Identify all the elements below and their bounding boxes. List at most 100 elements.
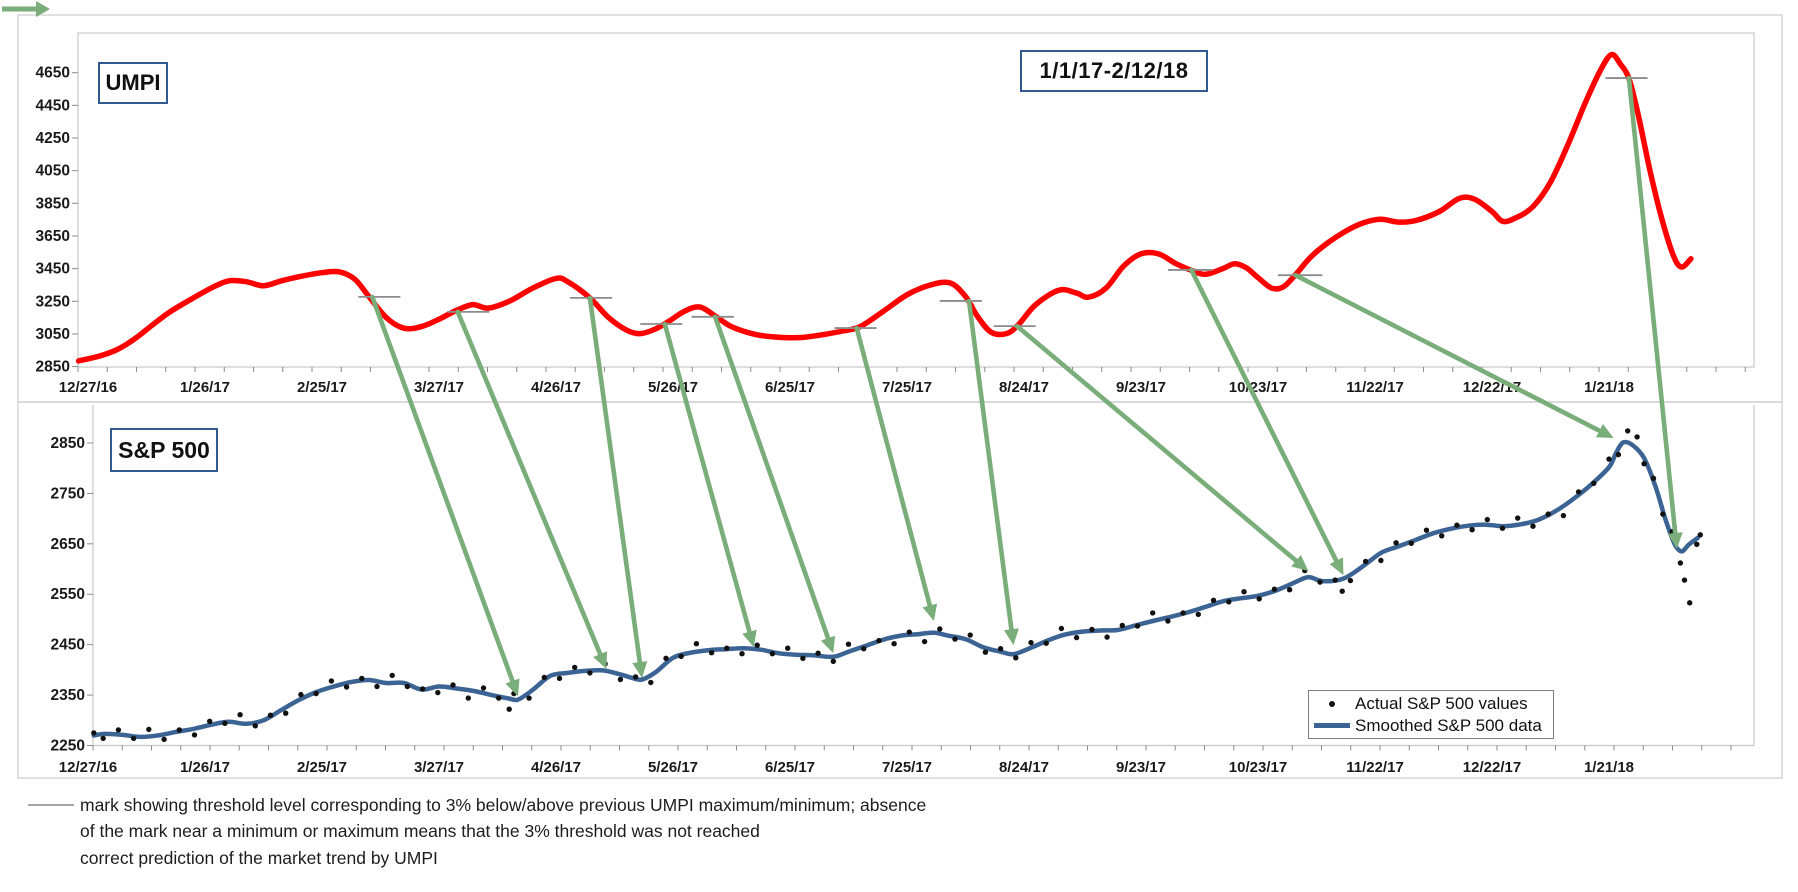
x-tick-label: 1/21/18 — [1584, 759, 1634, 776]
sp500-actual-dot — [1660, 511, 1666, 517]
x-tick-label: 5/26/17 — [648, 379, 698, 396]
sp500-actual-dot — [526, 695, 532, 701]
sp500-actual-dot — [115, 727, 122, 733]
sp500-actual-dot — [1677, 560, 1684, 566]
sp500-actual-dot — [724, 645, 730, 651]
x-tick-label: 12/27/16 — [59, 379, 117, 396]
sp500-actual-dot — [1423, 527, 1430, 533]
sp500-actual-dot — [1408, 540, 1415, 546]
sp500-actual-dot — [1591, 480, 1597, 486]
sp500-actual-dot — [1694, 541, 1700, 547]
sp500-actual-dot — [1028, 639, 1034, 646]
x-tick-label: 10/23/17 — [1229, 759, 1287, 776]
sp500-actual-dot — [815, 650, 821, 656]
sp500-actual-dot — [359, 675, 365, 682]
sp500-actual-dot — [982, 649, 989, 655]
sp500-actual-dot — [1339, 588, 1345, 594]
prediction-arrow — [854, 325, 933, 608]
x-tick-label: 7/25/17 — [882, 379, 932, 396]
sp500-actual-dot — [967, 632, 973, 638]
sp500-actual-dot — [328, 678, 335, 684]
y-tick-label: 3850 — [36, 195, 70, 212]
x-tick-label: 5/26/17 — [648, 759, 698, 776]
sp500-actual-dot — [1650, 475, 1657, 481]
sp500-actual-dot — [298, 691, 304, 698]
sp500-actual-dot — [921, 638, 928, 645]
x-tick-label: 7/25/17 — [882, 759, 932, 776]
sp500-actual-dot — [769, 651, 776, 657]
prediction-arrowhead — [922, 603, 938, 621]
sp500-actual-dot — [252, 723, 258, 729]
sp500-actual-dot — [1150, 610, 1156, 616]
sp500-actual-dot — [1317, 579, 1323, 585]
sp500-actual-dot — [267, 712, 274, 718]
prediction-arrowhead — [820, 635, 836, 654]
sp500-actual-dot — [1362, 558, 1369, 565]
sp500-actual-dot — [1241, 589, 1247, 595]
sp500-actual-dot — [100, 735, 106, 742]
prediction-arrowhead — [1291, 555, 1309, 572]
prediction-arrow — [455, 309, 603, 657]
y-tick-label: 2350 — [51, 687, 85, 704]
sp500-actual-dot — [1484, 516, 1491, 523]
x-tick-label: 1/21/18 — [1584, 379, 1634, 396]
sp500-legend: Actual S&P 500 values Smoothed S&P 500 d… — [1308, 690, 1554, 739]
legend-actual-label: Actual S&P 500 values — [1355, 693, 1528, 713]
threshold-mark-swatch-icon — [28, 804, 74, 806]
sp500-actual-dot — [313, 690, 319, 697]
x-tick-label: 11/22/17 — [1346, 379, 1404, 396]
x-tick-label: 2/25/17 — [297, 379, 347, 396]
x-tick-label: 4/26/17 — [531, 379, 581, 396]
x-tick-label: 1/26/17 — [180, 759, 230, 776]
prediction-arrow — [1014, 323, 1299, 564]
arrow-caption-line: correct prediction of the market trend b… — [80, 848, 438, 868]
date-range-box: 1/1/17-2/12/18 — [1020, 50, 1208, 92]
arrow-caption: correct prediction of the market trend b… — [80, 845, 438, 871]
sp500-actual-dot — [1226, 599, 1232, 605]
threshold-caption-line2: of the mark near a minimum or maximum me… — [80, 821, 760, 841]
sp500-actual-dot — [506, 706, 512, 712]
sp500-actual-dot — [648, 679, 654, 686]
umpi-chart-title-box: UMPI — [98, 62, 168, 104]
sp500-actual-dot — [480, 685, 487, 691]
sp500-actual-dot — [130, 735, 137, 742]
sp500-actual-dot — [1013, 655, 1019, 661]
sp500-actual-dot — [1625, 428, 1631, 434]
sp500-actual-dot — [632, 674, 639, 680]
sp500-actual-dot — [678, 653, 684, 659]
y-tick-label: 2550 — [51, 586, 85, 603]
y-tick-label: 4050 — [36, 163, 70, 180]
sp500-actual-dot — [708, 650, 715, 656]
y-tick-label: 2650 — [51, 536, 85, 553]
sp500-actual-dot — [1615, 451, 1622, 458]
sp500-actual-dot — [1560, 512, 1567, 519]
y-tick-label: 2850 — [36, 359, 70, 376]
threshold-caption: mark showing threshold level correspondi… — [80, 792, 926, 844]
sp500-actual-dot — [207, 718, 213, 724]
threshold-caption-line1: mark showing threshold level correspondi… — [80, 795, 927, 815]
prediction-arrow — [712, 314, 831, 641]
y-tick-label: 4450 — [36, 97, 70, 114]
y-tick-label: 3050 — [36, 326, 70, 343]
green-arrow-swatch-icon — [2, 1, 50, 17]
sp500-smoothed-line — [91, 439, 1701, 740]
sp500-actual-dot — [1043, 640, 1049, 646]
prediction-arrowhead — [632, 661, 648, 678]
sp500-actual-dot — [845, 641, 852, 647]
sp500-actual-dot — [906, 629, 912, 635]
x-tick-label: 3/27/17 — [414, 759, 464, 776]
prediction-arrowhead — [1329, 557, 1344, 576]
sp500-actual-dot — [556, 675, 563, 682]
sp500-actual-dot — [283, 710, 289, 716]
x-tick-label: 11/22/17 — [1346, 759, 1404, 776]
sp500-actual-dot — [343, 684, 350, 690]
sp500-chart-title-box: S&P 500 — [110, 428, 218, 472]
umpi-line — [75, 51, 1694, 364]
sp500-actual-dot — [1439, 533, 1445, 539]
sp500-actual-dot — [1454, 522, 1460, 528]
y-tick-label: 3250 — [36, 293, 70, 310]
sp500-actual-dot — [419, 686, 426, 692]
sp500-actual-dot — [1073, 634, 1080, 641]
prediction-arrow — [662, 321, 752, 635]
